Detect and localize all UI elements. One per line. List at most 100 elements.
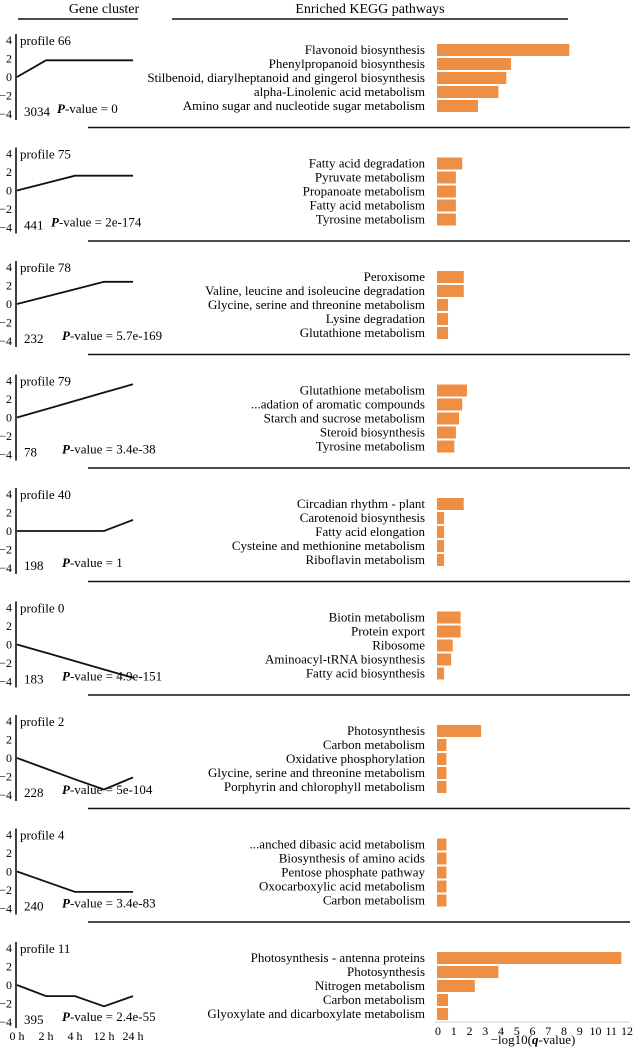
profile-gene-count: 3034 (24, 104, 51, 119)
pathway-bar (437, 966, 499, 978)
pathway-label: Carbon metabolism (323, 992, 425, 1007)
profile-trend-line (16, 59, 133, 78)
pathway-bar (437, 100, 478, 112)
pathway-bar (437, 157, 463, 170)
profile-gene-count: 228 (24, 785, 44, 800)
pathway-bar (437, 852, 447, 865)
pathway-label: Fatty acid metabolism (309, 198, 425, 213)
profile-trend-line (16, 174, 133, 192)
pathway-bar (437, 980, 475, 992)
profile-trend-line (16, 280, 133, 305)
profile-trend-line (16, 643, 134, 679)
pathway-label: Glycine, serine and threonine metabolism (208, 765, 425, 780)
profile-y-tick: 0 (6, 297, 12, 311)
time-tick-label: 4 h (68, 1029, 83, 1043)
profile-gene-count: 240 (24, 899, 44, 914)
profile-y-tick: −2 (0, 883, 12, 897)
profile-name: profile 66 (20, 33, 71, 48)
profile-y-tick: 0 (6, 70, 12, 84)
profile-y-tick: 0 (6, 865, 12, 879)
header-gene-cluster: Gene cluster (69, 2, 140, 17)
pathway-label: Glutathione metabolism (300, 325, 425, 340)
profile-name: profile 40 (20, 487, 71, 502)
pathway-bar (437, 639, 453, 652)
pathway-bar (437, 994, 449, 1006)
profile-y-tick: 2 (6, 392, 12, 406)
profile-pvalue: P-value = 5e-104 (62, 782, 153, 797)
profile-y-tick: 4 (6, 714, 12, 728)
pathway-bar (437, 285, 464, 297)
pathway-label: Valine, leucine and isoleucine degradati… (205, 283, 425, 298)
profile-y-tick: 0 (6, 638, 12, 652)
pathway-bar (437, 653, 452, 666)
pathway-label: Carbon metabolism (323, 893, 425, 908)
x-axis-title: −log10(q-value) (491, 1032, 576, 1047)
profile-name: profile 2 (20, 714, 64, 729)
profile-y-tick: 4 (6, 33, 12, 47)
panel-profile-0: 4 2 0 −2 −4 profile 0 183 P-value = 4.9e-151 Bio… (0, 601, 630, 696)
profile-y-tick: −4 (0, 221, 12, 235)
profile-y-tick: −4 (0, 561, 12, 575)
profile-y-tick: 0 (6, 524, 12, 538)
profile-name: profile 4 (20, 828, 65, 843)
profile-name: profile 78 (20, 260, 71, 275)
pathway-label: Pentose phosphate pathway (281, 865, 425, 880)
pathway-label: Protein export (351, 624, 425, 639)
profile-gene-count: 232 (24, 331, 44, 346)
pathway-label: Tyrosine metabolism (316, 439, 425, 454)
profile-name: profile 79 (20, 374, 71, 389)
pathway-label: Porphyrin and chlorophyll metabolism (224, 779, 425, 794)
pathway-bar (437, 398, 463, 411)
x-tick-label: 2 (467, 1024, 473, 1038)
pathway-bar (437, 512, 445, 524)
pathway-label: Nitrogen metabolism (315, 978, 425, 993)
pathway-label: Fatty acid degradation (309, 156, 426, 171)
pathway-bar (437, 753, 447, 765)
x-tick-label: 7 (545, 1024, 551, 1038)
profile-y-tick: 2 (6, 165, 12, 179)
pathway-label: ...anched dibasic acid metabolism (250, 837, 425, 852)
pathway-label: Peroxisome (364, 269, 426, 284)
pathway-label: Lysine degradation (326, 311, 426, 326)
pathway-bar (437, 838, 447, 851)
pathway-label: Stilbenoid, diarylheptanoid and gingerol… (147, 70, 425, 85)
profile-trend-line (17, 519, 134, 532)
profile-y-tick: −4 (0, 448, 12, 462)
profile-y-tick: 4 (6, 374, 12, 388)
profile-trend-line (16, 870, 133, 893)
profile-y-tick: −4 (0, 107, 12, 121)
profile-y-tick: −4 (0, 902, 12, 916)
profile-y-tick: 2 (6, 619, 12, 633)
pathway-bar (437, 440, 455, 453)
pathway-bar (437, 667, 445, 680)
profile-y-tick: −2 (0, 429, 12, 443)
pathway-bar (437, 199, 456, 212)
profile-name: profile 11 (20, 941, 70, 956)
pathway-label: Phenylpropanoid biosynthesis (269, 56, 425, 71)
profile-gene-count: 395 (24, 1012, 44, 1027)
pathway-label: ...adation of aromatic compounds (251, 397, 425, 412)
pathway-bar (437, 866, 447, 879)
panel-profile-66: 4 2 0 −2 −4 profile 66 3034 P-value = 0 Flavonoi… (0, 33, 630, 129)
profile-pvalue: P-value = 1 (62, 555, 123, 570)
pathway-label: Biotin metabolism (329, 610, 425, 625)
pathway-label: alpha-Linolenic acid metabolism (254, 84, 425, 99)
x-tick-label: 5 (514, 1024, 520, 1038)
profile-trend-line (16, 984, 134, 1008)
profile-y-tick: 4 (6, 601, 12, 615)
pathway-label: Ribosome (372, 638, 425, 653)
pathway-label: Amino sugar and nucleotide sugar metabol… (183, 98, 425, 113)
time-tick-label: 2 h (39, 1029, 54, 1043)
x-tick-label: 11 (605, 1024, 617, 1038)
panel-profile-4: 4 2 0 −2 −4 profile 4 240 P-value = 3.4e-83 ...a… (0, 828, 630, 923)
profile-y-tick: 4 (6, 147, 12, 161)
profile-y-tick: 4 (6, 828, 12, 842)
profile-pvalue: P-value = 3.4e-83 (62, 896, 156, 911)
profile-trend-line (16, 757, 134, 791)
profile-y-tick: −2 (0, 997, 12, 1011)
panel-profile-2: 4 2 0 −2 −4 profile 2 228 P-value = 5e-104 Photo… (0, 714, 630, 810)
pathway-label: Fatty acid elongation (315, 524, 425, 539)
pathway-bar (437, 1008, 449, 1020)
profile-pvalue: P-value = 2.4e-55 (62, 1009, 156, 1024)
profile-gene-count: 78 (24, 445, 37, 460)
